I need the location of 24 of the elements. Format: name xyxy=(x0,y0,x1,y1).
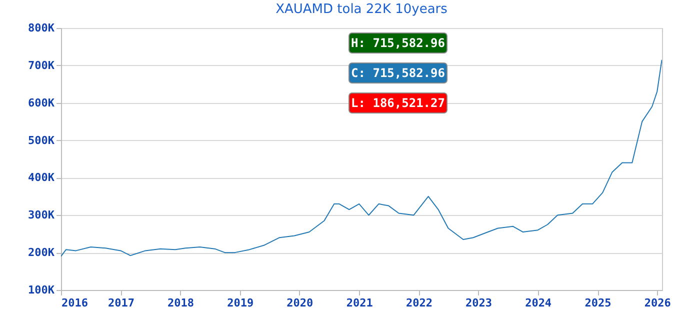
y-tick-label: 600K xyxy=(28,96,55,110)
y-tick-label: 300K xyxy=(28,208,55,222)
x-tick-label: 2018 xyxy=(168,296,194,310)
x-tick-label: 2020 xyxy=(286,296,314,310)
annotation: C: 715,582.96 xyxy=(351,66,445,80)
y-tick-label: 400K xyxy=(28,171,55,184)
x-tick-label: 2019 xyxy=(227,296,254,310)
y-tick-label: 700K xyxy=(28,58,55,72)
x-tick-label: 2026 xyxy=(644,296,672,310)
line-series xyxy=(61,59,662,257)
y-tick-label: 200K xyxy=(28,246,55,260)
y-tick-label: 500K xyxy=(28,134,55,147)
x-tick-label: 2023 xyxy=(466,296,492,310)
x-tick-label: 2022 xyxy=(406,296,432,310)
x-tick-label: 2017 xyxy=(108,296,134,310)
y-tick-label: 800K xyxy=(28,22,55,34)
annotation: H: 715,582.96 xyxy=(351,36,445,50)
x-tick-label: 2024 xyxy=(525,296,552,310)
chart-title: XAUAMD tola 22K 10years xyxy=(276,2,448,17)
annotation: L: 186,521.27 xyxy=(351,96,445,110)
y-tick-label: 100K xyxy=(28,284,55,296)
x-tick-label: 2025 xyxy=(584,296,612,310)
x-tick-label: 2021 xyxy=(346,296,374,310)
x-tick-label: 2016 xyxy=(62,296,88,310)
